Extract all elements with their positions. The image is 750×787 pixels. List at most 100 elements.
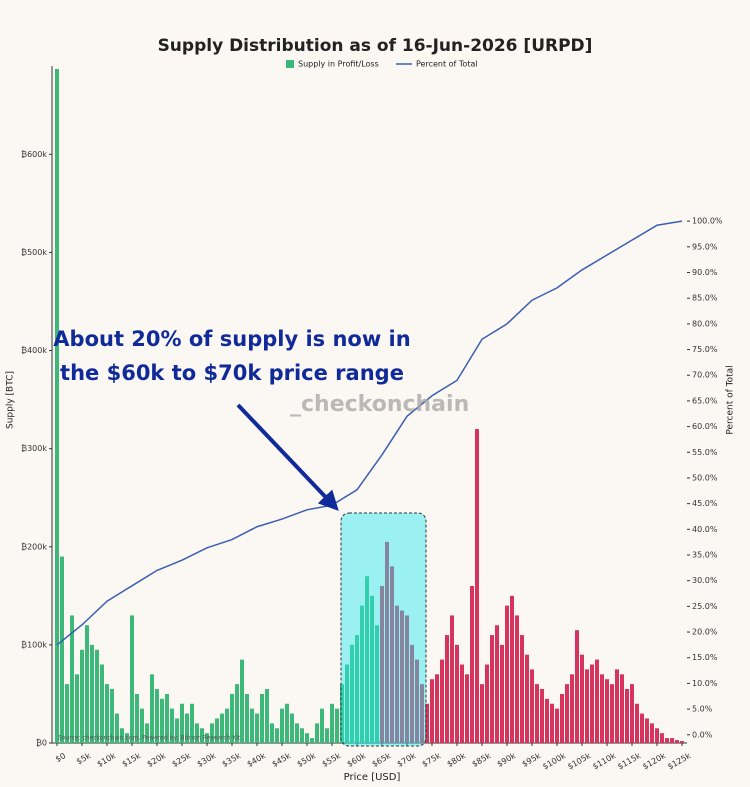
bar — [380, 586, 384, 743]
x-tick-label: $30k — [196, 751, 218, 769]
bar — [415, 659, 419, 743]
bar — [460, 664, 464, 743]
bar — [280, 708, 284, 743]
y-tick-label: ₿0 — [36, 739, 47, 748]
bar — [375, 625, 379, 743]
bar — [495, 625, 499, 743]
bar — [615, 669, 619, 743]
y2-tick-label: 35.0% — [692, 551, 718, 560]
y2-tick-label: 100.0% — [692, 217, 723, 226]
bar — [510, 595, 514, 743]
x-tick-label: $75k — [421, 751, 443, 769]
bar — [545, 698, 549, 743]
x-tick-label: $20k — [146, 751, 168, 769]
bar — [60, 556, 64, 743]
bar — [660, 733, 664, 743]
bar — [310, 738, 314, 743]
bar — [370, 595, 374, 743]
x-tick-label: $60k — [346, 751, 368, 769]
bar — [245, 693, 249, 743]
y2-tick-label: 0.0% — [692, 730, 713, 739]
bar — [170, 708, 174, 743]
y2-tick-label: 30.0% — [692, 576, 718, 585]
bar — [555, 708, 559, 743]
bar — [540, 689, 544, 743]
x-tick-label: $0 — [54, 751, 67, 764]
bar — [330, 703, 334, 743]
y-tick-label: ₿600k — [21, 150, 47, 159]
y2-tick-label: 50.0% — [692, 473, 718, 482]
bar — [610, 684, 614, 743]
bar — [440, 659, 444, 743]
bar — [70, 615, 74, 743]
bar — [480, 684, 484, 743]
bar — [235, 684, 239, 743]
highlight-box — [340, 512, 427, 747]
bar — [100, 664, 104, 743]
bar — [160, 698, 164, 743]
x-tick-label: $15k — [121, 751, 143, 769]
source: Source: checkonchain.com, Powered by: Bi… — [58, 735, 241, 742]
bar — [635, 703, 639, 743]
bar — [630, 684, 634, 743]
bar — [535, 684, 539, 743]
bar — [580, 654, 584, 743]
x-tick-label: $35k — [221, 751, 243, 769]
bar — [305, 733, 309, 743]
x-tick-label: $95k — [521, 751, 543, 769]
bar — [425, 703, 429, 743]
bar — [265, 689, 269, 743]
bar — [590, 664, 594, 743]
bar — [145, 723, 149, 743]
x-tick-label: $105k — [566, 751, 592, 771]
y2-tick-label: 70.0% — [692, 371, 718, 380]
bar — [120, 728, 124, 743]
x-tick-label: $55k — [321, 751, 343, 769]
y2-tick-label: 95.0% — [692, 242, 718, 251]
y2-tick-label: 55.0% — [692, 448, 718, 457]
bar — [575, 630, 579, 743]
bar — [385, 541, 389, 743]
y2-tick-label: 90.0% — [692, 268, 718, 277]
bar — [655, 728, 659, 743]
bar — [605, 679, 609, 743]
y-tick-label: ₿100k — [21, 640, 47, 649]
bar — [65, 684, 69, 743]
x-tick-label: $40k — [246, 751, 268, 769]
bar — [485, 664, 489, 743]
x-tick-label: $120k — [641, 751, 667, 771]
bar — [150, 674, 154, 743]
bar — [525, 654, 529, 743]
bar — [340, 684, 344, 743]
y2-tick-label: 80.0% — [692, 319, 718, 328]
watermark: _checkonchain — [290, 392, 469, 417]
bar — [600, 674, 604, 743]
bar — [270, 723, 274, 743]
x-tick-label: $115k — [616, 751, 642, 771]
y-axis-title: Supply [BTC] — [6, 371, 16, 429]
bar — [200, 728, 204, 743]
y2-tick-label: 10.0% — [692, 679, 718, 688]
bar — [345, 664, 349, 743]
plot-area: ₿0 ₿100k ₿200k ₿300k ₿400k ₿500k ₿600k 0.0% 5.0%… — [21, 66, 723, 771]
legend-label: Percent of Total — [416, 60, 478, 69]
bar — [360, 605, 364, 743]
bar — [475, 429, 479, 743]
bar — [670, 738, 674, 743]
bar — [490, 635, 494, 743]
x-tick-label: $5k — [75, 751, 93, 766]
x-tick-label: $25k — [171, 751, 193, 769]
bar — [390, 566, 394, 743]
bar — [95, 649, 99, 743]
bar — [125, 733, 129, 743]
bar — [680, 741, 684, 743]
bar — [320, 708, 324, 743]
bar — [505, 605, 509, 743]
x-tick-label: $10k — [96, 751, 118, 769]
bar — [435, 674, 439, 743]
bar — [85, 625, 89, 743]
x-tick-label: $45k — [271, 751, 293, 769]
x-axis-title: Price [USD] — [344, 772, 401, 783]
bar — [640, 713, 644, 743]
